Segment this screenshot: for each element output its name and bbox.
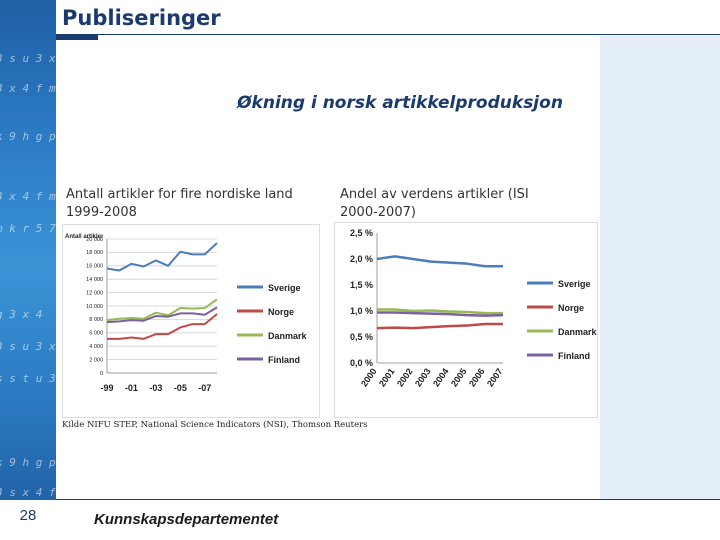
legend-label-danmark: Danmark [268, 331, 308, 341]
y-tick-label: 16 000 [86, 264, 103, 270]
legend-label-sverige: Sverige [558, 279, 591, 289]
y-tick-label: 1,0 % [350, 306, 373, 316]
x-tick-label: 2001 [377, 366, 397, 388]
series-line-norge [376, 322, 503, 330]
series-line-sverige [376, 255, 503, 268]
y-tick-label: 1,5 % [350, 280, 373, 290]
x-tick-label: 2004 [431, 366, 451, 388]
left-chart-heading-line1: Antall artikler for fire nordiske land [66, 187, 293, 202]
y-tick-label: 6 000 [89, 331, 103, 337]
x-tick-label: 2007 [485, 366, 505, 388]
ministry-name: Kunnskapsdepartementet [94, 511, 279, 528]
left-line-chart: Antall artikler 0 2 000 4 000 6 000 8 000 10 0… [65, 234, 308, 393]
right-line-chart: 0,0 %0,5 %1,0 %1,5 %2,0 %2,5 %2000200120… [350, 228, 598, 389]
strip-text-row: 3 x 4 f m k [0, 82, 56, 95]
right-chart-heading-line1: Andel av verdens artikler (ISI [340, 187, 529, 202]
strip-text-row: k 9 h g p 2 [0, 130, 56, 143]
left-chart-heading-line2: 1999-2008 [66, 205, 137, 220]
footer-divider [56, 499, 720, 500]
series-line-finland [377, 311, 504, 317]
y-tick-label: 4 000 [89, 344, 103, 350]
strip-text-row: k 9 h g p 2 [0, 456, 56, 469]
right-chart-heading: Andel av verdens artikler (ISI 2000-2007… [340, 186, 529, 222]
y-tick-label: 2 000 [89, 357, 103, 363]
strip-text-row: 3 s u 3 x [0, 340, 56, 353]
legend-label-finland: Finland [268, 355, 300, 365]
left-chart-frame: Antall artikler 0 2 000 4 000 6 000 8 000 10 0… [62, 224, 320, 418]
series-line-norge [107, 313, 218, 340]
y-tick-label: 12 000 [86, 290, 103, 296]
right-chart-heading-line2: 2000-2007) [340, 205, 416, 220]
y-tick-label: 2,0 % [350, 254, 373, 264]
y-axis-label: Antall artikler [65, 234, 104, 240]
strip-text-row: g 3 x 4 [0, 308, 43, 321]
x-tick-label: 2006 [467, 366, 487, 388]
strip-bottom-panel [0, 500, 56, 540]
title-divider [56, 34, 720, 35]
strip-text-row: s s t u 3 [0, 372, 56, 385]
strip-text-row: 3 s u 3 x 4 [0, 52, 56, 65]
x-tick-label: -03 [149, 383, 162, 393]
x-tick-label: 2005 [449, 366, 469, 388]
x-tick-label: -99 [100, 383, 113, 393]
strip-text-row: m k r 5 7 y [0, 222, 56, 235]
y-tick-label: 2,5 % [350, 228, 373, 238]
page-number: 28 [19, 507, 37, 524]
series-line-finland [106, 306, 218, 324]
series-line-sverige [106, 242, 218, 272]
legend-label-sverige: Sverige [268, 283, 301, 293]
legend-label-finland: Finland [558, 351, 590, 361]
slide-title: Publiseringer [62, 6, 221, 30]
y-tick-label: 20 000 [86, 237, 103, 243]
series-line-danmark [106, 298, 218, 322]
x-tick-label: -05 [174, 383, 187, 393]
y-tick-label: 0 [100, 371, 103, 377]
decorative-right-panel [600, 36, 720, 500]
series-line-danmark [377, 308, 503, 315]
y-tick-label: 0,0 % [350, 358, 373, 368]
y-tick-label: 0,5 % [350, 332, 373, 342]
x-tick-label: 2003 [413, 366, 433, 388]
left-chart-heading: Antall artikler for fire nordiske land 1… [66, 186, 293, 222]
strip-text-row: 3 s x 4 f m k [0, 486, 56, 499]
title-accent-bar [56, 34, 98, 40]
right-chart-frame: 0,0 % 0,5 % 1,0 % 1,5 % 2,0 % 2,5 % 2000 2001 20… [334, 222, 598, 418]
y-tick-label: 14 000 [86, 277, 103, 283]
slide-subtitle-text: Økning i norsk artikkelproduksjon [237, 93, 563, 113]
x-tick-label: 2002 [395, 366, 415, 388]
legend-label-norge: Norge [268, 307, 294, 317]
decorative-left-strip: 3 s u 3 x 4 3 x 4 f m k k 9 h g p 2 3 x 4 f… [0, 0, 56, 540]
slide-subtitle: Økning i norsk artikkelproduksjon [0, 93, 720, 113]
source-note: Kilde NIFU STEP, National Science Indica… [62, 420, 368, 430]
legend-label-danmark: Danmark [558, 327, 597, 337]
y-tick-label: 18 000 [86, 250, 103, 256]
x-tick-label: -01 [125, 383, 138, 393]
y-tick-label: 8 000 [89, 317, 103, 323]
y-tick-label: 10 000 [86, 304, 103, 310]
legend-label-norge: Norge [558, 303, 584, 313]
x-tick-label: 2000 [359, 366, 379, 388]
strip-text-row: 3 x 4 f m k [0, 190, 56, 203]
x-tick-label: -07 [198, 383, 211, 393]
